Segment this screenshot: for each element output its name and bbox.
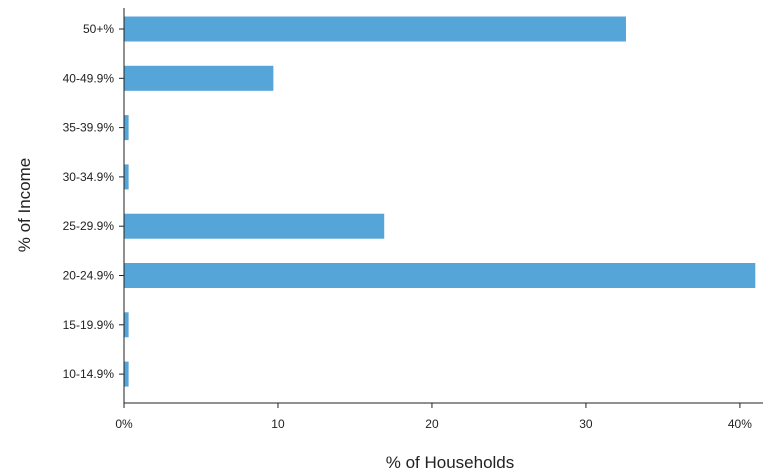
y-axis-ticks: 50+% 40-49.9% 35-39.9% 30-34.9% 25-29.9% 20-2… xyxy=(63,22,124,381)
bars-group xyxy=(124,16,756,387)
y-tick-label: 30-34.9% xyxy=(63,170,115,184)
bar xyxy=(124,361,129,387)
bar xyxy=(124,65,274,91)
y-tick-label: 25-29.9% xyxy=(63,219,115,233)
x-tick-label: 40% xyxy=(728,417,752,431)
x-tick-label: 30 xyxy=(579,417,593,431)
y-tick-label: 35-39.9% xyxy=(63,121,115,135)
y-axis-title: % of Income xyxy=(15,158,34,253)
y-tick-label: 10-14.9% xyxy=(63,367,115,381)
y-tick-label: 40-49.9% xyxy=(63,71,115,85)
x-tick-label: 0% xyxy=(115,417,133,431)
bar xyxy=(124,115,129,141)
x-axis-title: % of Households xyxy=(386,453,515,472)
x-tick-label: 10 xyxy=(271,417,285,431)
bar xyxy=(124,263,756,288)
bar xyxy=(124,213,385,239)
y-tick-label: 50+% xyxy=(83,22,114,36)
bar xyxy=(124,16,626,42)
y-tick-label: 15-19.9% xyxy=(63,318,115,332)
x-tick-label: 20 xyxy=(425,417,439,431)
x-axis-ticks: 0% 10 20 30 40% xyxy=(115,403,752,431)
y-tick-label: 20-24.9% xyxy=(63,269,115,283)
bar xyxy=(124,164,129,190)
bar xyxy=(124,312,129,338)
